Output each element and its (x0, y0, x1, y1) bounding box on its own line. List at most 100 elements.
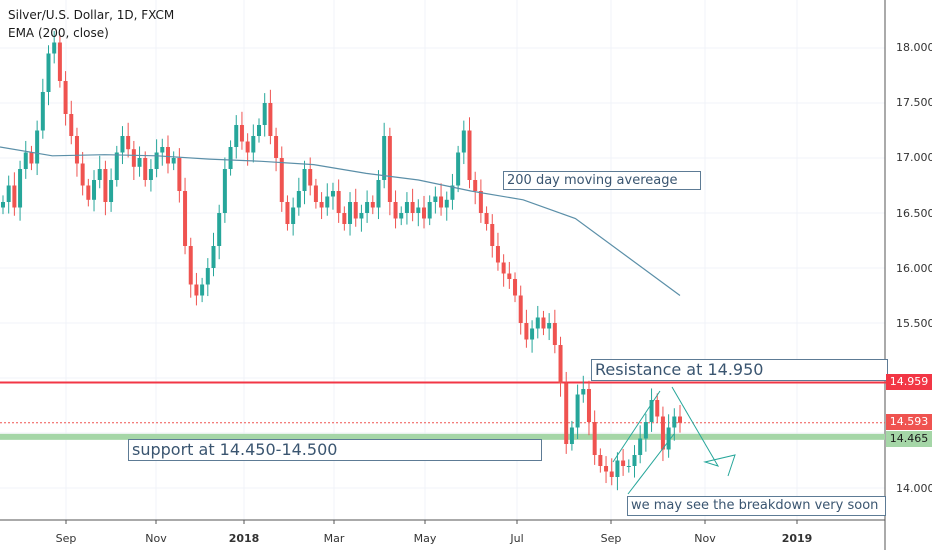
support-annotation[interactable]: support at 14.450-14.500 (128, 439, 542, 461)
candle-body-9 (52, 42, 57, 54)
breakdown-annotation[interactable]: we may see the breakdown very soon (627, 496, 886, 516)
x-tick-sep2: Sep (600, 532, 622, 545)
candle-body-0 (1, 202, 5, 208)
candle-body-107 (609, 471, 614, 477)
candle-body-116 (660, 416, 665, 450)
candle-body-85 (484, 213, 489, 224)
candle-body-109 (621, 460, 626, 466)
candle-body-110 (626, 466, 631, 467)
y-tick-17500: 17.500 (896, 96, 932, 109)
candle-body-1 (6, 185, 11, 202)
candle-body-63 (359, 213, 364, 219)
candle-body-50 (285, 202, 290, 224)
candle-body-79 (450, 185, 455, 200)
candle-body-11 (63, 81, 68, 114)
candle-body-38 (217, 213, 222, 246)
x-tick-2018: 2018 (228, 532, 260, 545)
candle-body-106 (604, 466, 609, 472)
x-tick-mar: Mar (323, 532, 345, 545)
candle-body-21 (120, 136, 125, 153)
wedge-lower-line (627, 433, 675, 495)
candle-body-17 (97, 169, 102, 180)
candle-body-92 (524, 323, 529, 340)
candle-body-23 (131, 149, 136, 167)
last-price-label: 14.593 (886, 414, 932, 430)
candle-body-6 (35, 130, 40, 164)
candle-body-71 (404, 202, 409, 213)
ema-200-line (0, 146, 681, 296)
candle-body-99 (564, 383, 569, 444)
candle-body-35 (200, 284, 205, 296)
candle-body-80 (456, 152, 461, 186)
candle-body-15 (86, 185, 91, 200)
candle-body-28 (160, 147, 165, 153)
y-tick-16500: 16.500 (896, 207, 932, 220)
candle-body-57 (325, 196, 330, 208)
candle-body-27 (154, 152, 159, 169)
candle-body-67 (382, 136, 387, 180)
wedge-upper-line (612, 390, 661, 463)
candle-body-86 (490, 224, 495, 246)
candle-body-41 (234, 125, 239, 147)
chart-title: Silver/U.S. Dollar, 1D, FXCM (8, 8, 175, 22)
candle-body-64 (365, 202, 370, 213)
candle-body-36 (205, 268, 210, 285)
x-tick-jul: Jul (510, 532, 524, 545)
candle-body-66 (376, 180, 381, 208)
candle-body-54 (308, 169, 313, 186)
candle-body-118 (672, 416, 677, 428)
candle-body-72 (410, 202, 415, 213)
candle-body-89 (507, 273, 512, 279)
candle-body-65 (370, 202, 375, 208)
candle-body-48 (274, 136, 279, 158)
candle-body-13 (74, 136, 79, 164)
candle-body-76 (433, 196, 438, 202)
candle-body-51 (291, 207, 296, 224)
candle-body-73 (416, 207, 421, 213)
candle-body-69 (393, 202, 398, 219)
candle-body-91 (518, 295, 523, 323)
candle-body-19 (109, 180, 114, 202)
x-tick-2019: 2019 (781, 532, 813, 545)
x-tick-nov: Nov (145, 532, 167, 545)
resistance-price-label: 14.959 (886, 374, 932, 390)
candle-body-90 (513, 279, 518, 296)
candle-body-18 (103, 169, 108, 202)
indicator-label: EMA (200, close) (8, 26, 109, 40)
candle-body-25 (143, 158, 148, 180)
candle-body-52 (296, 191, 301, 208)
candle-body-70 (399, 213, 404, 219)
candle-body-104 (592, 422, 597, 455)
candle-body-102 (581, 389, 586, 395)
candle-body-81 (461, 130, 466, 153)
candle-body-37 (211, 246, 216, 268)
candle-body-111 (632, 455, 637, 466)
candle-body-97 (552, 323, 557, 345)
candle-body-59 (336, 191, 341, 213)
candle-body-32 (183, 191, 188, 246)
resistance-annotation[interactable]: Resistance at 14.950 (591, 359, 888, 381)
ema-annotation[interactable]: 200 day moving avereage (503, 171, 701, 190)
y-tick-16000: 16.000 (896, 262, 932, 275)
candle-body-31 (177, 158, 182, 191)
x-tick-may: May (413, 532, 437, 545)
candle-body-87 (495, 246, 500, 263)
candle-body-96 (547, 323, 552, 329)
support-line (0, 433, 885, 440)
candle-body-108 (615, 460, 620, 477)
support-price-label: 14.465 (886, 431, 932, 447)
candle-body-74 (421, 207, 426, 219)
candle-body-4 (23, 152, 28, 169)
candle-body-47 (268, 103, 273, 136)
candle-body-77 (439, 196, 444, 208)
candle-body-3 (18, 169, 23, 208)
candle-body-82 (467, 130, 472, 180)
candle-body-40 (228, 147, 233, 169)
candle-body-2 (12, 185, 17, 208)
candle-body-119 (678, 416, 682, 423)
candle-body-14 (80, 163, 85, 186)
candle-body-43 (245, 141, 250, 153)
candle-body-29 (165, 147, 170, 164)
candle-body-68 (387, 136, 392, 202)
